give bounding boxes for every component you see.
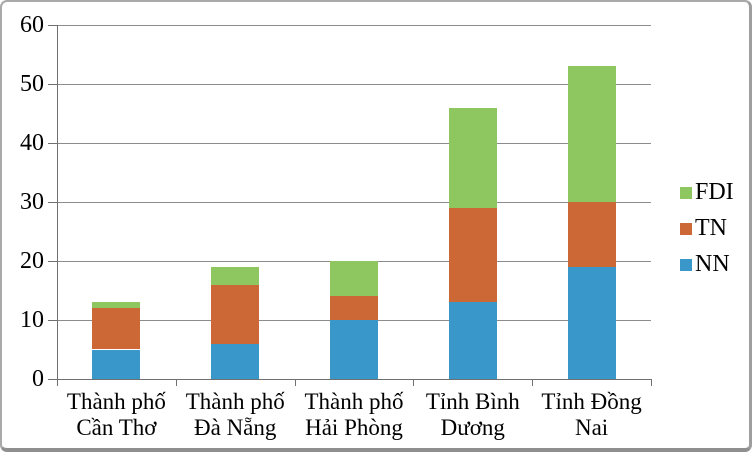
legend-item-fdi: FDI xyxy=(680,180,734,205)
bar-segment-fdi-tinh-ong-nai xyxy=(567,66,616,202)
x-axis-category-label: Tỉnh Bình Dương xyxy=(425,389,520,440)
y-axis-line xyxy=(57,25,58,386)
y-axis-tick xyxy=(48,379,57,380)
gridline xyxy=(57,202,651,203)
bar-segment-nn-thanh-pho-a-nang xyxy=(211,343,260,379)
x-axis-tick xyxy=(57,379,58,386)
x-axis-tick xyxy=(413,379,415,386)
y-axis-tick xyxy=(48,202,57,203)
x-axis-tick xyxy=(532,379,534,386)
bar-segment-tn-thanh-pho-hai-phong xyxy=(330,296,378,320)
y-axis-tick xyxy=(48,25,57,26)
legend-label-fdi: FDI xyxy=(695,179,734,205)
bar-segment-nn-thanh-pho-can-tho xyxy=(92,349,141,379)
legend-label-tn: TN xyxy=(695,215,727,241)
x-axis-category-label: Thành phố Cần Thơ xyxy=(66,389,166,440)
y-axis-tick-label: 40 xyxy=(20,130,44,156)
x-axis-tick xyxy=(651,379,652,386)
gridline xyxy=(57,143,651,144)
y-axis-tick-label: 10 xyxy=(20,307,44,333)
bar-segment-nn-thanh-pho-hai-phong xyxy=(330,320,378,379)
y-axis-tick xyxy=(48,320,57,321)
x-axis-line xyxy=(57,379,652,380)
gridline xyxy=(57,84,651,85)
legend-item-tn: TN xyxy=(680,216,734,241)
bar-segment-tn-tinh-ong-nai xyxy=(567,202,616,267)
bar-segment-tn-thanh-pho-a-nang xyxy=(211,284,260,344)
y-axis-tick-label: 60 xyxy=(20,12,44,38)
bar-segment-fdi-tinh-binh-duong xyxy=(448,107,497,208)
legend-item-nn: NN xyxy=(680,252,734,277)
bar-segment-fdi-thanh-pho-can-tho xyxy=(92,302,141,309)
y-axis-tick-label: 0 xyxy=(32,366,44,392)
y-axis-tick xyxy=(48,84,57,85)
legend-label-nn: NN xyxy=(695,251,730,277)
x-axis-category-label: Tỉnh Đồng Nai xyxy=(541,389,642,440)
y-axis-tick xyxy=(48,143,57,144)
legend: FDI TN NN xyxy=(680,180,734,288)
y-axis-tick xyxy=(48,261,57,262)
x-axis-category-label: Thành phố Đà Nẵng xyxy=(185,389,285,440)
x-axis-tick xyxy=(294,379,296,386)
bar-segment-fdi-thanh-pho-a-nang xyxy=(211,266,260,285)
bar-segment-nn-tinh-ong-nai xyxy=(567,266,616,379)
legend-swatch-tn xyxy=(680,222,692,235)
bar-segment-nn-tinh-binh-duong xyxy=(448,302,497,379)
y-axis-tick-label: 20 xyxy=(20,248,44,274)
bar-segment-tn-thanh-pho-can-tho xyxy=(92,308,141,350)
gridline xyxy=(57,25,651,26)
legend-swatch-fdi xyxy=(680,186,692,199)
legend-swatch-nn xyxy=(680,258,692,271)
x-axis-category-label: Thành phố Hải Phòng xyxy=(304,389,404,440)
y-axis-tick-label: 30 xyxy=(20,189,44,215)
y-axis-tick-label: 50 xyxy=(20,71,44,97)
bar-segment-fdi-thanh-pho-hai-phong xyxy=(330,261,378,297)
x-axis-tick xyxy=(175,379,177,386)
bar-segment-tn-tinh-binh-duong xyxy=(448,207,497,303)
